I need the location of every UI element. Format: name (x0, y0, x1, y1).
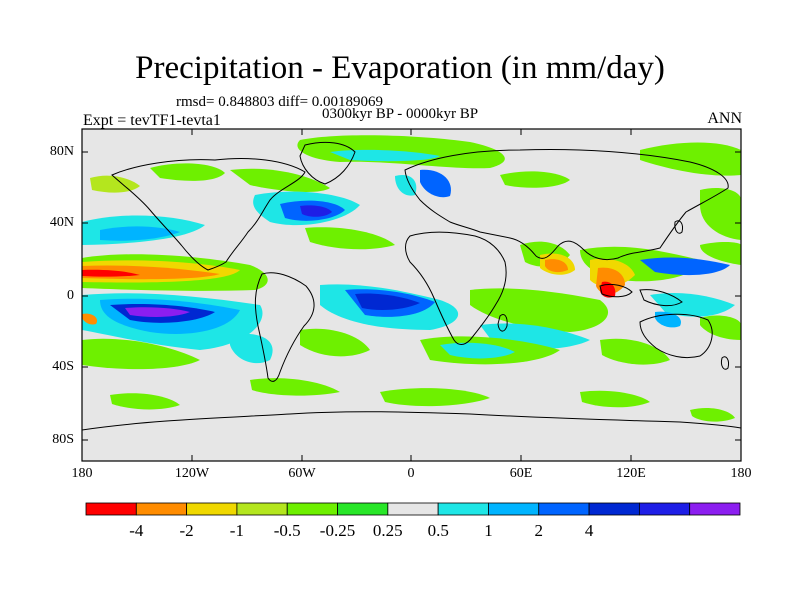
lon-tick-label: 120W (174, 466, 210, 481)
lon-tick-label: 180 (71, 466, 93, 481)
lon-tick-label: 0 (407, 466, 415, 481)
lat-tick-label: 40N (49, 215, 74, 230)
colorbar-label: 0.25 (372, 521, 403, 540)
lon-tick-label: 60W (288, 466, 316, 481)
colorbar (85, 502, 741, 516)
colorbar-swatch (638, 502, 691, 516)
colorbar-swatch (286, 502, 338, 516)
lat-tick-label: 0 (67, 288, 74, 303)
colorbar-swatch (186, 502, 238, 516)
colorbar-swatch (337, 502, 389, 516)
colorbar-swatch (437, 502, 489, 516)
season-label: ANN (707, 110, 742, 127)
field-patches (82, 135, 741, 422)
colorbar-swatch (387, 502, 439, 516)
colorbar-label: -1 (229, 521, 244, 540)
lat-tick-label: 80N (49, 144, 74, 159)
lon-ticks (81, 129, 742, 461)
colorbar-swatch (689, 502, 741, 516)
period-label: 0300kyr BP - 0000kyr BP (322, 106, 479, 122)
colorbar-label: 1 (484, 521, 493, 540)
colorbar-label: 0.5 (427, 521, 449, 540)
lon-tick-label: 180 (730, 466, 752, 481)
stats-line: rmsd= 0.848803 diff= 0.00189069 (176, 94, 384, 110)
colorbar-label: -0.5 (273, 521, 301, 540)
colorbar-label: -4 (129, 521, 144, 540)
colorbar-label: 4 (584, 521, 594, 540)
lon-tick-label: 60E (509, 466, 533, 481)
colorbar-swatch (236, 502, 288, 516)
colorbar-swatch (85, 502, 137, 516)
lat-ticks (82, 151, 741, 441)
lat-tick-label: 40S (52, 359, 74, 374)
coastlines (82, 141, 741, 431)
experiment-label: Expt = tevTF1-tevta1 (83, 112, 221, 129)
colorbar-swatch (488, 502, 540, 516)
chart-title: Precipitation - Evaporation (in mm/day) (135, 50, 665, 86)
lat-tick-label: 80S (52, 432, 74, 447)
colorbar-swatch (588, 502, 640, 516)
colorbar-label: -2 (179, 521, 194, 540)
lon-tick-label: 120E (616, 466, 646, 481)
colorbar-label: -0.25 (319, 521, 356, 540)
colorbar-swatch (538, 502, 590, 516)
colorbar-label: 2 (534, 521, 544, 540)
colorbar-swatch (135, 502, 188, 516)
